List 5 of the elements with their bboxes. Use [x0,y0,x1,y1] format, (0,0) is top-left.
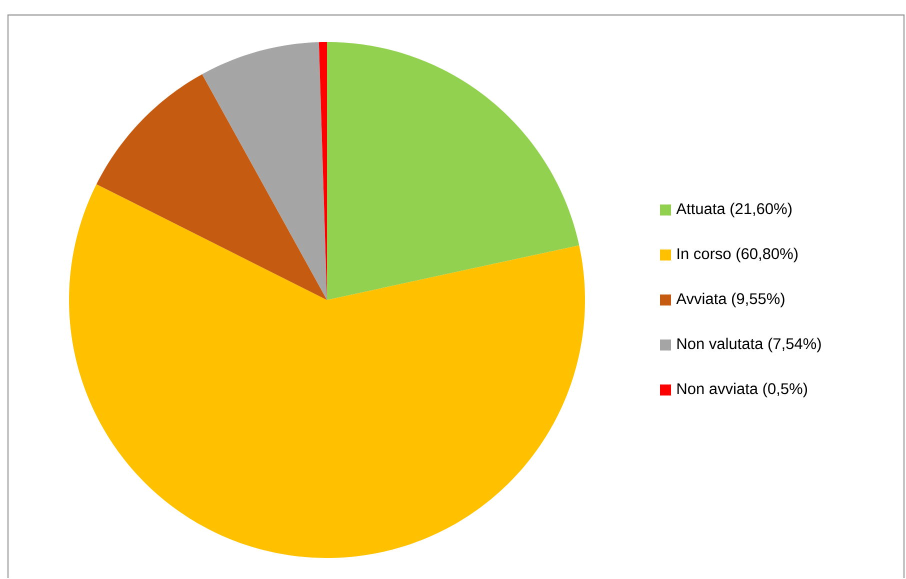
legend-label: Non valutata (7,54%) [677,338,821,352]
legend-label: Non avviata (0,5%) [677,382,808,398]
legend-label: In corso (60,80%) [678,248,798,262]
legend-label: Attuata (21,60%) [676,202,792,218]
legend-label: Avviata (9,55%) [676,292,784,308]
